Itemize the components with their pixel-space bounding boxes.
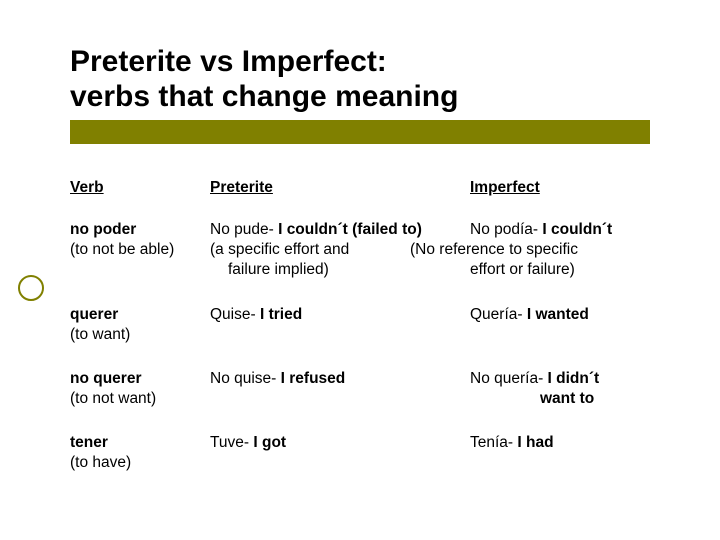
imperfect-cell: Quería- I wanted [470,305,650,345]
table-row: no poder (to not be able) No pude- I cou… [70,220,650,280]
impf-bold: I wanted [527,306,589,323]
verb-sub: (to want) [70,325,210,345]
verb-sub: (to not be able) [70,240,210,260]
impf-text: Tenía- [470,434,517,451]
impf-text: Quería- [470,306,527,323]
imperfect-cell: Tenía- I had [470,433,650,473]
impf-line2: (No reference to specific [410,240,650,260]
verb-name: no querer [70,370,141,387]
slide: Preterite vs Imperfect: verbs that chang… [0,0,720,540]
preterite-cell: No quise- I refused [210,369,470,409]
preterite-cell: Quise- I tried [210,305,470,345]
impf-bold: I couldn´t [542,221,612,238]
table-row: no querer (to not want) No quise- I refu… [70,369,650,409]
pret-text: No quise- [210,370,281,387]
pret-text: Tuve- [210,434,253,451]
impf-text: No quería- [470,370,548,387]
pret-bold: I got [253,434,286,451]
title-line-2: verbs that change meaning [70,80,458,113]
title-line-1: Preterite vs Imperfect: [70,45,387,78]
title-underline [70,120,650,144]
title-block: Preterite vs Imperfect: verbs that chang… [70,45,650,144]
header-imperfect: Imperfect [470,178,650,198]
pret-bold: I refused [281,370,346,387]
impf-line2: want to [470,389,650,409]
verb-cell: tener (to have) [70,433,210,473]
verb-cell: querer (to want) [70,305,210,345]
impf-bold: I had [517,434,553,451]
pret-bold: I couldn´t (failed to) [278,221,422,238]
header-preterite: Preterite [210,178,470,198]
pret-line3: failure implied) [210,260,470,280]
preterite-cell: Tuve- I got [210,433,470,473]
pret-text: No pude- [210,221,278,238]
table-row: querer (to want) Quise- I tried Quería- … [70,305,650,345]
verb-sub: (to have) [70,453,210,473]
impf-bold: I didn´t [548,370,600,387]
verb-sub: (to not want) [70,389,210,409]
verb-cell: no poder (to not be able) [70,220,210,280]
slide-title: Preterite vs Imperfect: verbs that chang… [70,45,650,114]
content-table: Verb Preterite Imperfect no poder (to no… [70,178,650,473]
verb-cell: no querer (to not want) [70,369,210,409]
table-row: tener (to have) Tuve- I got Tenía- I had [70,433,650,473]
verb-name: querer [70,306,118,323]
impf-line3: effort or failure) [470,260,650,280]
imperfect-cell: No quería- I didn´t want to [470,369,650,409]
pret-bold: I tried [260,306,302,323]
verb-name: tener [70,434,108,451]
imperfect-cell: No podía- I couldn´t (No reference to sp… [470,220,650,280]
pret-text: Quise- [210,306,260,323]
verb-name: no poder [70,221,136,238]
impf-text: No podía- [470,221,542,238]
bullet-icon [18,275,44,301]
header-verb: Verb [70,178,210,198]
table-header-row: Verb Preterite Imperfect [70,178,650,198]
